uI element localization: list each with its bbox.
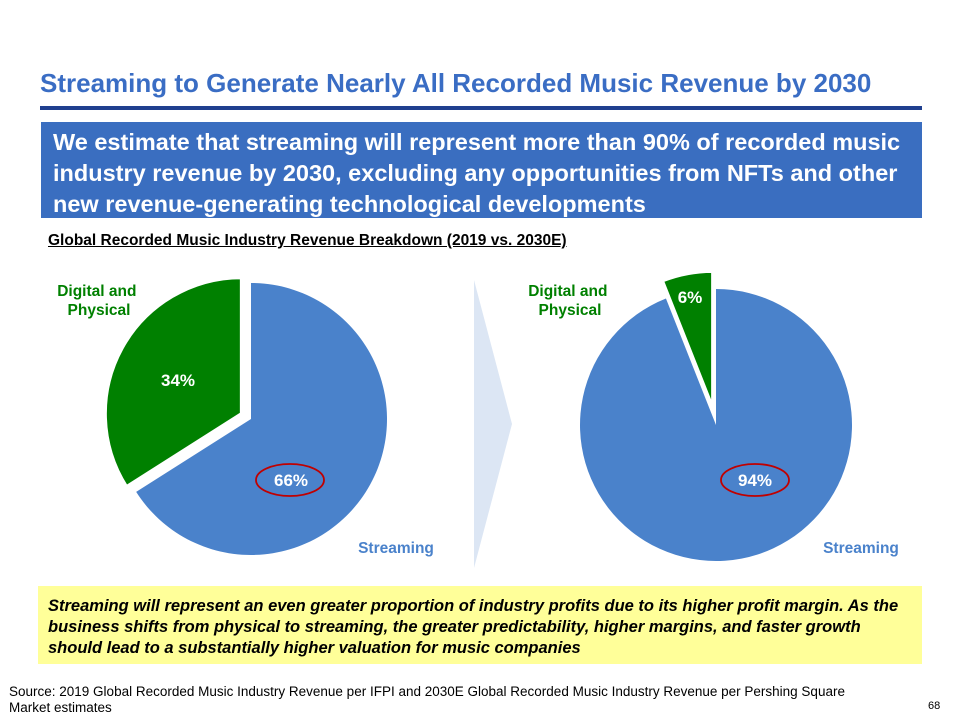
highlight-circle-94	[720, 463, 790, 497]
callout-box: Streaming will represent an even greater…	[38, 586, 922, 664]
chart-subtitle: Global Recorded Music Industry Revenue B…	[48, 232, 567, 249]
page-number: 68	[928, 700, 941, 712]
pie-2030e-digital-physical-label: Digital and Physical	[528, 283, 612, 319]
slide-title: Streaming to Generate Nearly All Recorde…	[40, 68, 872, 98]
title-underline	[40, 106, 922, 110]
pie-2030e-digital-physical-value: 6%	[678, 288, 703, 307]
pie-2030e-streaming-slice[interactable]	[580, 289, 853, 561]
pie-chart-2030e	[580, 269, 853, 561]
pie-2019-streaming-value: 66%	[274, 471, 308, 490]
label-line-2: Physical	[68, 302, 131, 319]
banner-text: We estimate that streaming will represen…	[53, 129, 901, 217]
label-line-2: Physical	[539, 302, 602, 319]
pie-2019-digital-physical-label: Digital and Physical	[57, 283, 141, 319]
pie-2030e-streaming-label: Streaming	[823, 540, 899, 557]
pie-2019-streaming-label: Streaming	[358, 540, 434, 557]
pie-2019-digital-physical-slice[interactable]	[103, 276, 243, 489]
pie-2019-streaming-slice[interactable]	[136, 283, 388, 555]
highlight-circle-66	[255, 463, 325, 497]
label-line-1: Digital and	[57, 283, 136, 300]
label-line-1: Digital and	[528, 283, 607, 300]
pie-2019-digital-physical-value: 34%	[161, 371, 195, 390]
pie-chart-2019	[103, 276, 388, 555]
source-note: Source: 2019 Global Recorded Music Indus…	[9, 684, 845, 715]
transition-arrow	[474, 280, 512, 568]
pie-2030e-digital-physical-slice[interactable]	[660, 269, 715, 408]
callout-text: Streaming will represent an even greater…	[48, 597, 899, 657]
pie-2030e-streaming-value: 94%	[738, 471, 772, 490]
key-message-banner: We estimate that streaming will represen…	[41, 122, 922, 218]
